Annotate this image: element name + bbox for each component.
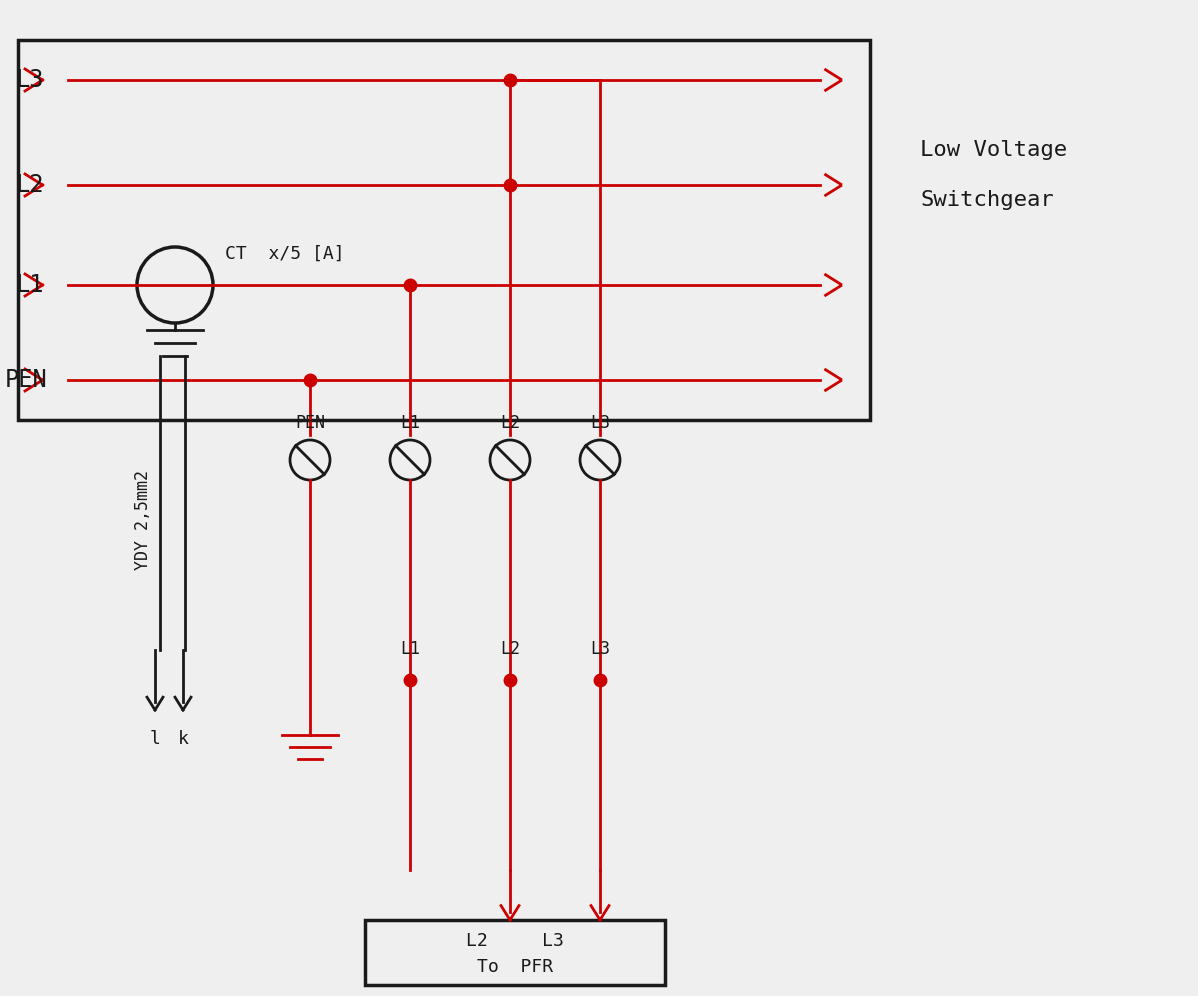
Text: k: k: [177, 730, 188, 748]
Text: PEN: PEN: [295, 414, 325, 432]
Text: L3: L3: [589, 414, 610, 432]
Text: L3: L3: [16, 68, 43, 92]
Bar: [365, 920, 665, 985]
Text: CT  x/5 [A]: CT x/5 [A]: [225, 245, 345, 263]
Bar: [18, 40, 870, 420]
Text: To  PFR: To PFR: [477, 957, 553, 975]
Text: YDY 2,5mm2: YDY 2,5mm2: [134, 470, 152, 570]
Text: Switchgear: Switchgear: [920, 190, 1054, 210]
Text: L1: L1: [400, 640, 420, 658]
Text: L1: L1: [400, 414, 420, 432]
Text: L2: L2: [500, 414, 520, 432]
Text: l: l: [150, 730, 161, 748]
Text: L2     L3: L2 L3: [466, 931, 564, 949]
Text: L3: L3: [589, 640, 610, 658]
Text: L1: L1: [16, 273, 43, 297]
Text: PEN: PEN: [5, 368, 48, 392]
Text: Low Voltage: Low Voltage: [920, 140, 1067, 160]
Text: L2: L2: [500, 640, 520, 658]
Text: L2: L2: [16, 173, 43, 197]
